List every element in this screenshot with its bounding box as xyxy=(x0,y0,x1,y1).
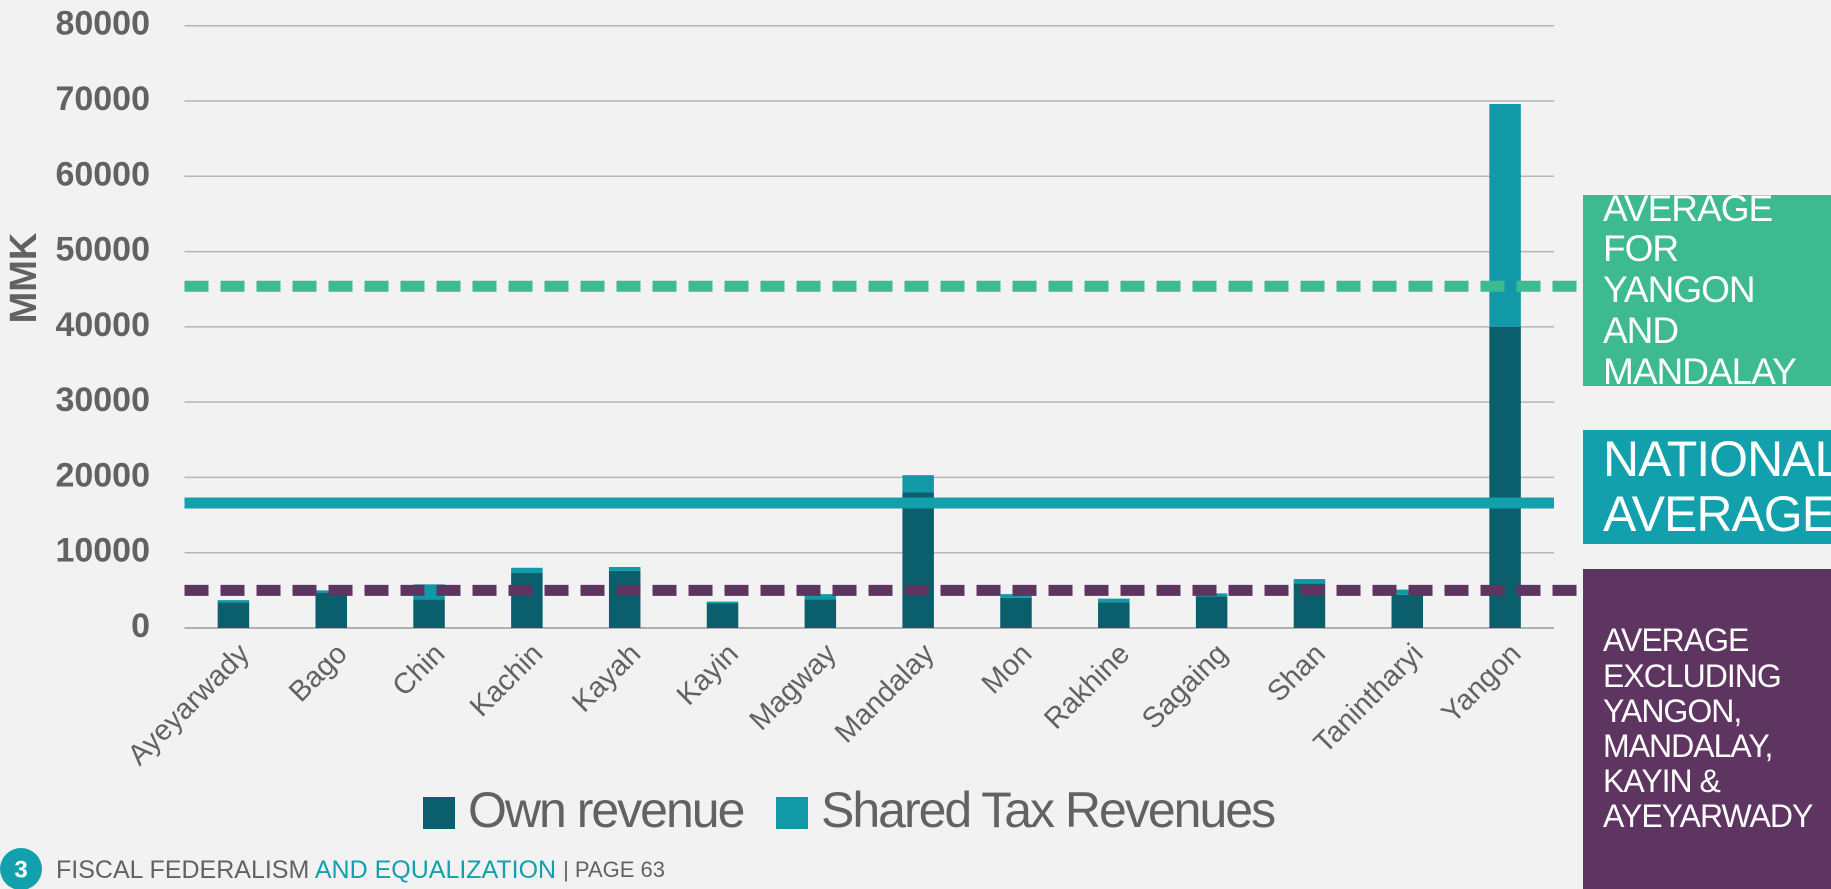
bar-segment xyxy=(511,567,543,574)
bar-segment xyxy=(1489,326,1521,628)
footer-page: | PAGE 63 xyxy=(563,857,665,882)
x-tick-label: Yangon xyxy=(1436,638,1528,730)
footer-number: 3 xyxy=(14,856,27,883)
callout-box: AVERAGE FOR YANGON AND MANDALAY xyxy=(1583,188,1831,391)
x-tick-label: Rakhine xyxy=(1038,638,1136,736)
y-axis-label: MMK xyxy=(3,232,45,323)
legend-swatch xyxy=(423,797,455,829)
bar-segment xyxy=(1391,594,1424,628)
x-tick-label: Shan xyxy=(1261,638,1332,709)
bar-segment xyxy=(608,567,641,571)
bar-segment xyxy=(217,600,250,603)
footer-text: FISCAL FEDERALISM AND EQUALIZATION | PAG… xyxy=(56,856,665,884)
x-tick-label: Kayin xyxy=(671,638,745,712)
x-tick-label: Kayah xyxy=(566,638,647,719)
bar-segment xyxy=(706,603,739,628)
bar-segment xyxy=(413,599,445,628)
bar-segment xyxy=(1195,596,1228,628)
bar-segment xyxy=(1000,597,1032,628)
legend-label: Own revenue xyxy=(468,782,744,838)
bar-segment xyxy=(1293,579,1326,584)
callout-box: NATIONAL AVERAGE xyxy=(1583,430,1831,544)
x-tick-label: Mon xyxy=(976,638,1039,701)
bar-segment xyxy=(902,492,934,628)
x-tick-label: Sagaing xyxy=(1136,638,1234,736)
footer-part2: AND EQUALIZATION xyxy=(315,856,556,884)
bar-segment xyxy=(511,573,543,628)
callout-box: AVERAGE EXCLUDING YANGON, MANDALAY, KAYI… xyxy=(1583,569,1831,889)
bar-segment xyxy=(1000,594,1032,598)
y-tick-label: 10000 xyxy=(55,532,150,570)
bar-segment xyxy=(1489,103,1521,327)
bar-segment xyxy=(804,594,837,600)
bar-segment xyxy=(1391,589,1424,595)
legend-swatch xyxy=(776,797,808,829)
x-tick-label: Ayeyarwady xyxy=(122,637,256,771)
bar-segment xyxy=(902,475,934,493)
y-tick-label: 0 xyxy=(131,607,150,645)
y-tick-label: 20000 xyxy=(55,456,150,494)
bar-segment xyxy=(608,570,641,628)
bar-segment xyxy=(804,599,837,628)
bar-segment xyxy=(1098,598,1130,603)
bar-segment xyxy=(706,601,739,604)
bar-segment xyxy=(217,602,250,628)
footer-part1: FISCAL FEDERALISM xyxy=(56,856,309,884)
x-tick-label: Magway xyxy=(744,637,843,736)
y-tick-label: 70000 xyxy=(55,80,150,118)
x-tick-label: Bago xyxy=(283,638,354,709)
bar-segment xyxy=(1098,602,1130,628)
x-tick-label: Kachin xyxy=(464,638,549,723)
y-tick-label: 30000 xyxy=(55,381,150,419)
y-tick-label: 40000 xyxy=(55,306,150,344)
bar-segment xyxy=(315,592,347,628)
footer-badge xyxy=(0,848,42,889)
y-tick-label: 50000 xyxy=(55,231,150,269)
legend-label: Shared Tax Revenues xyxy=(821,782,1275,838)
y-tick-label: 80000 xyxy=(55,5,150,43)
x-tick-label: Chin xyxy=(387,638,452,703)
y-tick-label: 60000 xyxy=(55,155,150,193)
x-tick-label: Mandalay xyxy=(829,637,941,749)
